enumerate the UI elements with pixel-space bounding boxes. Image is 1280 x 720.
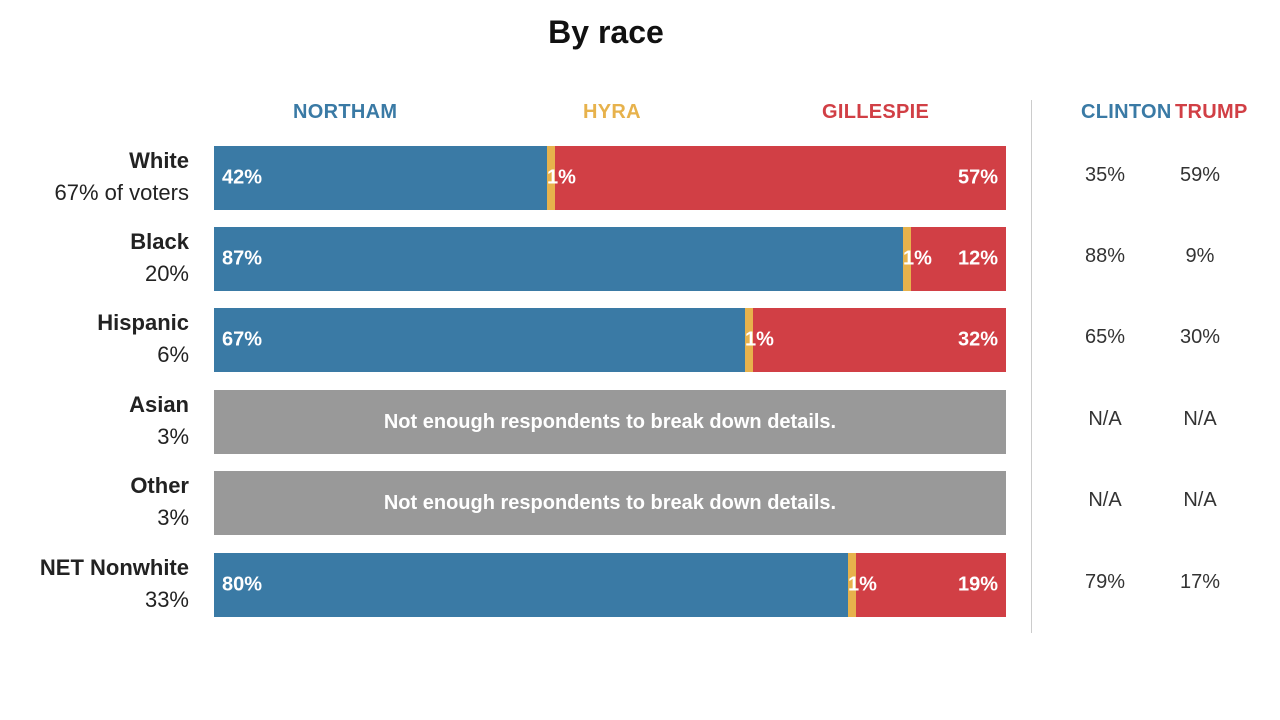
- clinton-value: 35%: [1084, 164, 1126, 186]
- northam-value-label: 80%: [222, 573, 263, 596]
- clinton-value: N/A: [1088, 408, 1122, 430]
- northam-segment: 80%: [214, 553, 848, 617]
- hyra-segment: 1%: [547, 146, 576, 210]
- gillespie-value-label: 12%: [957, 247, 998, 270]
- trump-value: 59%: [1179, 164, 1221, 186]
- row-label: NET Nonwhite 33%: [40, 552, 189, 616]
- clinton-value: N/A: [1088, 489, 1122, 511]
- category-name: Hispanic: [97, 310, 189, 335]
- column-divider: [1031, 100, 1032, 633]
- northam-value-label: 42%: [222, 166, 263, 189]
- stacked-bar: 80% 1% 19%: [214, 553, 1006, 617]
- stacked-bar: 87% 1% 12%: [214, 227, 1006, 291]
- chart-title: By race: [548, 14, 664, 50]
- category-name: White: [129, 148, 189, 173]
- hyra-value-label: 1%: [745, 328, 774, 351]
- hyra-value-label: 1%: [547, 166, 576, 189]
- gillespie-value-label: 32%: [957, 328, 998, 351]
- hyra-value-label: 1%: [848, 573, 877, 596]
- voter-share: 3%: [157, 505, 189, 530]
- gillespie-segment: 12%: [911, 227, 1006, 291]
- category-name: NET Nonwhite: [39, 555, 189, 580]
- row-label: Asian 3%: [129, 389, 189, 453]
- clinton-value: 65%: [1084, 326, 1126, 348]
- northam-header: NORTHAM: [293, 101, 398, 123]
- category-name: Other: [130, 473, 189, 498]
- category-name: Black: [130, 229, 189, 254]
- hyra-value-label: 1%: [903, 247, 932, 270]
- hyra-segment: 1%: [903, 227, 932, 291]
- northam-segment: 87%: [214, 227, 903, 291]
- clinton-value: 88%: [1084, 245, 1126, 267]
- stacked-bar: 42% 1% 57%: [214, 146, 1006, 210]
- hyra-header: HYRA: [583, 101, 641, 123]
- gillespie-header: GILLESPIE: [822, 101, 930, 123]
- stacked-bar: 67% 1% 32%: [214, 308, 1006, 372]
- not-enough-data-bar: Not enough respondents to break down det…: [214, 471, 1006, 535]
- trump-value: N/A: [1183, 408, 1217, 430]
- hyra-segment: 1%: [848, 553, 877, 617]
- voter-share: 6%: [157, 342, 189, 367]
- hyra-segment: 1%: [745, 308, 774, 372]
- gillespie-segment: 19%: [856, 553, 1006, 617]
- voter-share: 67% of voters: [54, 180, 189, 205]
- trump-header: TRUMP: [1175, 101, 1248, 123]
- gillespie-segment: 57%: [555, 146, 1006, 210]
- trump-value: 17%: [1179, 571, 1221, 593]
- trump-value: 9%: [1185, 245, 1215, 267]
- gillespie-segment: 32%: [753, 308, 1006, 372]
- trump-value: N/A: [1183, 489, 1217, 511]
- trump-value: 30%: [1179, 326, 1221, 348]
- voter-share: 33%: [144, 587, 189, 612]
- row-label: Other 3%: [130, 470, 189, 534]
- voter-share: 3%: [157, 424, 189, 449]
- northam-value-label: 87%: [222, 247, 263, 270]
- gillespie-value-label: 19%: [957, 573, 998, 596]
- category-name: Asian: [129, 392, 189, 417]
- not-enough-data-bar: Not enough respondents to break down det…: [214, 390, 1006, 454]
- voter-share: 20%: [144, 261, 189, 286]
- northam-segment: 67%: [214, 308, 745, 372]
- gillespie-value-label: 57%: [957, 166, 998, 189]
- clinton-value: 79%: [1084, 571, 1126, 593]
- row-label: White 67% of voters: [54, 145, 189, 209]
- row-label: Hispanic 6%: [97, 307, 189, 371]
- northam-segment: 42%: [214, 146, 547, 210]
- clinton-header: CLINTON: [1081, 101, 1172, 123]
- row-label: Black 20%: [130, 226, 189, 290]
- northam-value-label: 67%: [222, 328, 263, 351]
